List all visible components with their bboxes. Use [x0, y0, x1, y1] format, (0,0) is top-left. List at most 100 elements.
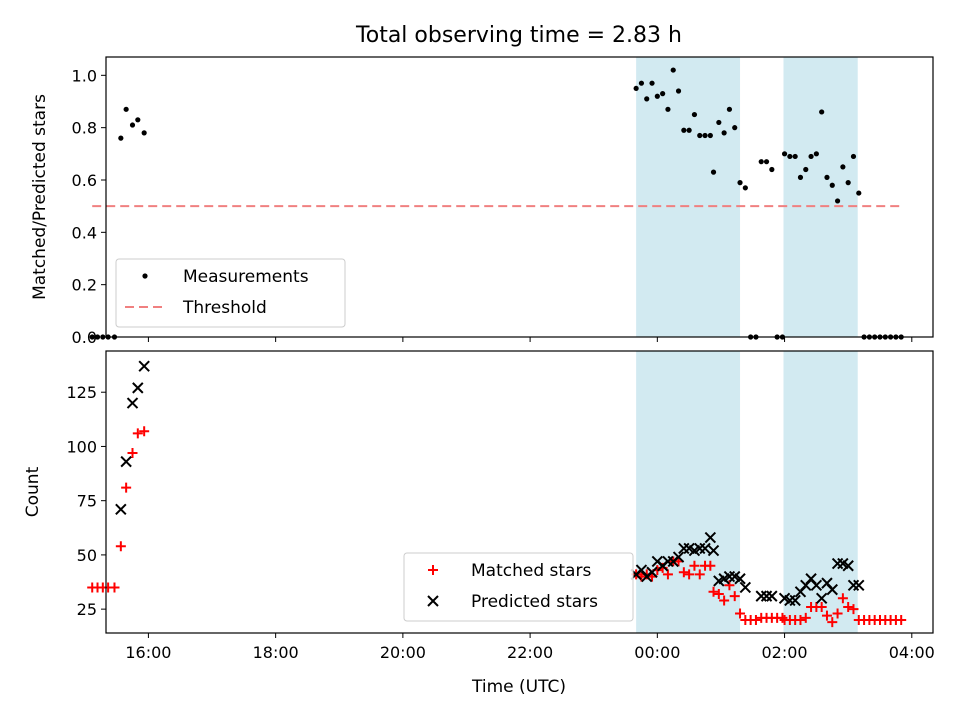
bot-series-1-point-25 [734, 573, 746, 585]
figure-title: Total observing time = 2.83 h [355, 23, 682, 48]
bot-legend-marker-1 [427, 595, 439, 607]
bot-x-tick-label-2: 20:00 [380, 643, 426, 662]
top-shade-interval-1 [783, 57, 858, 337]
bot-series-1-point-26 [739, 581, 752, 594]
bottom-legend: Matched stars Predicted stars [403, 552, 634, 622]
top-series-0-point-52 [850, 153, 857, 160]
top-y-tick-label-3: 0.6 [72, 171, 97, 190]
bot-series-0-point-50 [837, 593, 848, 604]
bot-series-0-point-51 [843, 601, 854, 612]
bot-series-1-point-20 [707, 544, 720, 557]
bot-series-0-point-26 [713, 588, 724, 599]
bottom-data-marks [87, 360, 907, 628]
top-series-0-point-1 [94, 334, 101, 340]
bot-x-tick-label-5: 02:00 [762, 643, 808, 662]
bot-series-0-point-27 [719, 595, 730, 606]
bot-shade-interval-0 [636, 351, 741, 633]
top-series-0-point-18 [675, 88, 682, 94]
top-series-0-point-6 [123, 106, 129, 112]
top-y-axis-label: Matched/Predicted stars [30, 94, 50, 300]
top-y-tick-label-2: 0.4 [72, 223, 97, 242]
top-series-0-point-24 [707, 132, 713, 139]
bot-series-1-point-13 [672, 551, 685, 563]
top-series-0-point-53 [856, 190, 862, 196]
top-series-0-point-15 [660, 91, 666, 97]
bot-series-1-point-39 [826, 583, 838, 596]
top-series-0-point-28 [726, 106, 733, 112]
bot-series-0-point-8 [132, 428, 143, 439]
top-series-0-point-21 [691, 111, 698, 118]
bot-series-1-point-8 [646, 566, 658, 578]
bot-series-0-point-5 [115, 541, 126, 552]
bot-series-1-point-32 [789, 594, 801, 607]
top-panel-ratio: 0.0 0.2 0.4 0.6 0.8 1.0 Matched/Predicted sta… [30, 56, 934, 347]
bot-series-0-point-22 [694, 569, 705, 580]
bot-series-0-point-49 [832, 608, 843, 619]
bot-series-1-point-0 [115, 503, 127, 516]
top-series-0-point-46 [819, 109, 825, 115]
bottom-axes-frame [105, 350, 934, 634]
top-observing-intervals [636, 57, 858, 337]
bot-series-0-point-25 [708, 586, 719, 597]
bot-series-1-point-19 [704, 531, 717, 544]
bot-shade-interval-1 [783, 351, 858, 633]
top-series-0-point-10 [633, 85, 639, 92]
top-shade-interval-0 [636, 57, 741, 337]
bot-series-0-point-7 [127, 447, 138, 458]
bot-series-1-point-37 [815, 592, 828, 604]
bot-series-0-point-6 [121, 482, 132, 493]
bot-series-0-point-9 [139, 426, 150, 437]
top-series-0-point-31 [742, 185, 748, 191]
bot-series-0-point-38 [777, 612, 788, 623]
top-series-0-point-14 [654, 93, 660, 99]
top-y-tick-label-4: 0.8 [72, 119, 97, 138]
top-series-0-point-26 [716, 119, 722, 126]
top-series-0-point-27 [721, 130, 727, 136]
bot-series-0-point-33 [750, 614, 761, 625]
bot-series-0-point-43 [800, 612, 811, 623]
bot-series-1-point-27 [755, 590, 767, 602]
bot-y-tick-label-3: 100 [66, 437, 97, 456]
top-series-0-point-13 [649, 80, 655, 86]
bot-series-0-point-48 [827, 617, 838, 628]
top-series-0-point-45 [813, 151, 819, 157]
bot-x-tick-label-6: 04:00 [889, 643, 935, 662]
top-series-0-point-42 [797, 174, 804, 180]
bot-series-0-point-52 [848, 604, 859, 615]
top-axes-frame [105, 56, 934, 338]
bot-y-tick-label-2: 75 [77, 492, 97, 511]
bot-series-1-point-3 [132, 382, 144, 394]
top-series-0-point-44 [808, 153, 814, 160]
top-series-0-point-16 [665, 106, 671, 112]
bot-series-1-point-44 [853, 579, 865, 591]
bot-legend-label-0: Matched stars [471, 561, 591, 581]
top-y-tick-label-0: 0.0 [72, 328, 97, 347]
top-series-0-point-50 [840, 164, 846, 170]
bot-legend-marker-0 [428, 565, 438, 575]
top-series-0-point-39 [781, 151, 788, 157]
top-series-0-point-29 [732, 125, 738, 131]
bot-series-0-point-29 [729, 591, 740, 602]
bot-series-1-point-29 [766, 590, 778, 602]
top-series-0-point-34 [758, 159, 764, 165]
bot-y-tick-label-4: 125 [66, 383, 97, 402]
bottom-observing-intervals [636, 351, 858, 633]
top-legend-label-1: Threshold [182, 298, 267, 318]
bottom-axis-ticks: 25 50 75 100 125 16:00 18:00 20:00 22:00 00:00 02:… [66, 383, 934, 662]
top-series-0-point-11 [638, 80, 645, 86]
bot-series-1-point-2 [126, 397, 139, 409]
bot-series-0-point-61 [896, 614, 907, 625]
top-series-0-point-17 [670, 67, 676, 73]
top-series-0-point-22 [697, 132, 703, 139]
top-series-0-point-41 [792, 153, 798, 160]
bot-legend-label-1: Predicted stars [471, 592, 598, 612]
bot-series-0-point-46 [816, 601, 827, 612]
bot-x-tick-label-0: 16:00 [125, 643, 171, 662]
top-legend: Measurements Threshold [115, 258, 346, 328]
bot-series-1-point-18 [699, 542, 711, 555]
bot-series-0-point-19 [678, 567, 689, 578]
top-series-0-point-23 [702, 132, 708, 139]
bot-series-1-point-36 [810, 579, 823, 591]
top-y-tick-label-5: 1.0 [72, 66, 97, 85]
